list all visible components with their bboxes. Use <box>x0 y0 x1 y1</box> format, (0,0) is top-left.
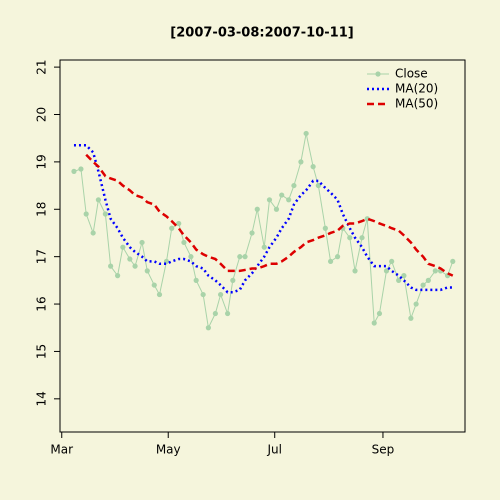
data-point <box>127 256 133 262</box>
data-point <box>383 268 390 274</box>
x-tick-label: Jul <box>266 443 281 457</box>
data-point <box>315 182 321 189</box>
data-point <box>139 239 145 246</box>
series-line <box>85 153 454 277</box>
data-point <box>408 315 414 321</box>
data-point <box>298 159 304 165</box>
data-point <box>169 225 175 231</box>
y-tick-label: 16 <box>35 296 49 311</box>
legend-label: Close <box>395 67 428 81</box>
data-point <box>261 244 267 250</box>
data-point <box>144 268 150 274</box>
data-point <box>95 197 102 203</box>
data-point <box>420 282 426 288</box>
data-point <box>396 277 402 283</box>
data-point <box>291 182 297 189</box>
data-point <box>303 130 309 137</box>
x-tick-label: May <box>156 443 181 457</box>
legend-label: MA(20) <box>395 82 438 96</box>
data-point <box>401 273 407 279</box>
data-point <box>102 211 108 217</box>
data-point <box>151 282 157 288</box>
data-point <box>120 244 126 250</box>
x-tick-label: Mar <box>50 443 73 457</box>
data-point <box>359 235 365 241</box>
data-point <box>230 277 236 283</box>
data-point <box>352 268 358 274</box>
data-point <box>108 263 114 269</box>
data-point <box>212 310 218 317</box>
y-tick-label: 17 <box>35 249 49 264</box>
data-point <box>310 164 316 170</box>
data-point <box>90 230 96 236</box>
data-point <box>205 325 211 331</box>
data-point <box>376 310 383 317</box>
y-tick-label: 21 <box>35 59 49 74</box>
y-tick-label: 14 <box>35 391 49 406</box>
data-point <box>425 277 431 283</box>
data-point <box>83 211 89 217</box>
data-point <box>450 258 456 265</box>
series-line <box>73 144 453 294</box>
data-point <box>413 301 419 307</box>
data-point <box>181 239 187 246</box>
legend-marker <box>375 71 381 77</box>
y-tick-label: 19 <box>35 154 49 169</box>
data-point <box>71 168 77 174</box>
data-point <box>254 206 260 212</box>
data-point <box>334 254 341 260</box>
data-point <box>156 291 163 298</box>
y-tick-label: 18 <box>35 202 49 217</box>
data-point <box>371 320 377 326</box>
data-point <box>273 206 280 212</box>
data-point <box>249 230 255 236</box>
data-point <box>78 166 84 172</box>
data-point <box>432 268 438 274</box>
data-point <box>327 258 334 265</box>
data-point <box>193 277 199 283</box>
data-point <box>218 291 224 298</box>
data-point <box>322 225 328 231</box>
data-point <box>347 235 353 241</box>
plot-frame <box>59 59 466 433</box>
data-point <box>237 254 243 260</box>
y-tick-label: 15 <box>35 344 49 359</box>
data-point <box>286 197 292 203</box>
data-point <box>115 273 121 279</box>
data-point <box>266 197 273 203</box>
data-point <box>132 263 138 269</box>
chart-title: [2007-03-08:2007-10-11] <box>170 26 353 41</box>
x-tick-label: Sep <box>372 443 395 457</box>
data-point <box>224 310 231 317</box>
data-point <box>188 254 194 260</box>
data-point <box>176 220 182 227</box>
data-point <box>279 192 285 198</box>
data-point <box>242 254 248 260</box>
data-point <box>389 258 395 265</box>
legend-label: MA(50) <box>395 97 438 111</box>
data-point <box>200 291 206 298</box>
y-tick-label: 20 <box>35 107 49 122</box>
